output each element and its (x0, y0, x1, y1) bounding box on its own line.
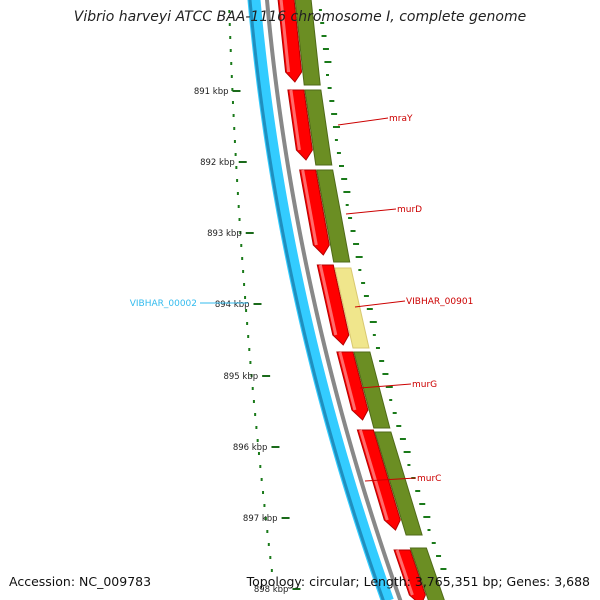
forward-cds-highlight (318, 264, 338, 336)
forward-cds-highlight (279, 0, 291, 73)
scale-tick-label: 898 kbp (254, 585, 289, 595)
feature-block (294, 0, 321, 86)
gene-label-leader (337, 117, 389, 126)
scale-tick-label: 892 kbp (200, 158, 235, 168)
forward-cds-highlight (338, 351, 357, 411)
reverse-cds-track (247, 0, 394, 600)
reverse-cds-edge (248, 0, 385, 600)
gene-label-forward: mraY (389, 114, 413, 124)
scale-tick-label: 894 kbp (215, 300, 250, 310)
gene-label-reverse: VIBHAR_00002 (130, 299, 197, 309)
gene-label-forward: VIBHAR_00901 (406, 297, 473, 307)
feature-block (316, 169, 351, 263)
forward-cds-highlight (395, 549, 414, 596)
backbone-line (264, 0, 403, 600)
gene-label-leader (345, 208, 397, 215)
feature-block (304, 89, 333, 166)
feature-block (374, 431, 423, 536)
scale-tick-label: 895 kbp (223, 372, 258, 382)
forward-cds-highlight (289, 89, 301, 151)
gene-label-leader (359, 383, 412, 389)
gene-label-forward: murC (417, 474, 441, 484)
feature-block (409, 547, 445, 600)
scale-tick-label: 893 kbp (207, 229, 242, 239)
accession-label: Accession: NC_009783 (9, 574, 152, 589)
highlight-feature-block (334, 267, 370, 349)
gene-label-forward: murG (412, 380, 437, 390)
forward-cds-highlight (301, 169, 318, 246)
feature-block (353, 351, 391, 429)
scale-tick-label: 897 kbp (243, 514, 278, 524)
forward-cds-highlight (358, 429, 389, 521)
scale-tick-label: 896 kbp (233, 443, 268, 453)
map-title: Vibrio harveyi ATCC BAA-1116 chromosome … (73, 9, 527, 25)
gene-label-leader (364, 477, 417, 482)
genome-summary: Topology: circular; Length: 3,765,351 bp… (246, 574, 590, 589)
scale-tick-label: 891 kbp (194, 87, 229, 97)
gene-label-leader (354, 300, 406, 308)
gene-label-forward: murD (397, 205, 422, 215)
